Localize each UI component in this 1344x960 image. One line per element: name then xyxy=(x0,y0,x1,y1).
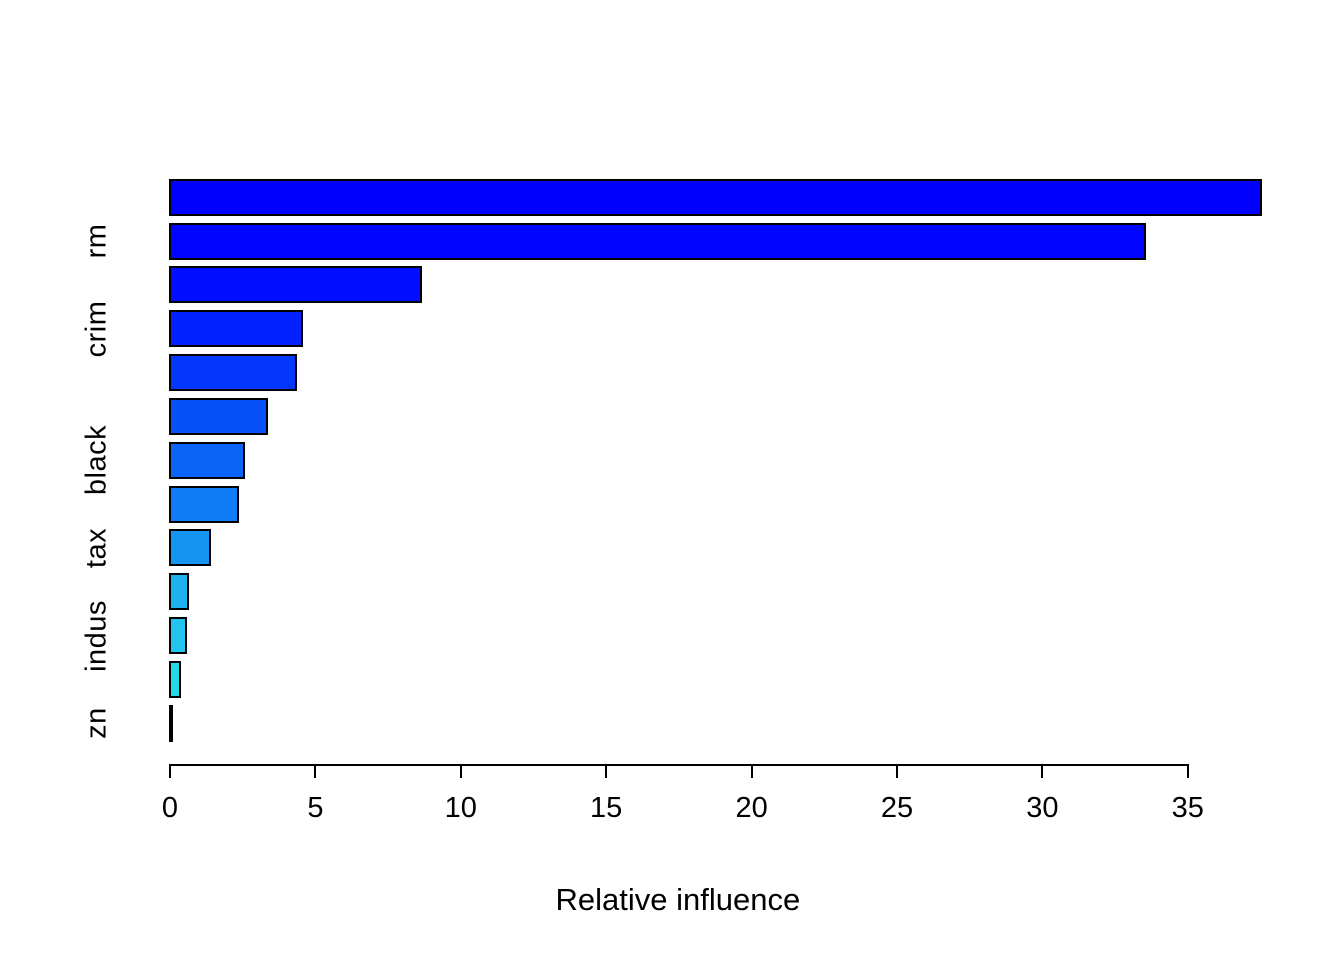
bar-black xyxy=(169,441,245,479)
x-tick-10 xyxy=(459,764,462,778)
bar-rm xyxy=(169,222,1147,260)
y-axis-label-crim: crim xyxy=(80,300,113,358)
x-axis-line xyxy=(169,764,1189,766)
x-tick-30 xyxy=(1041,764,1044,778)
x-tick-label-25: 25 xyxy=(880,792,914,824)
x-tick-label-5: 5 xyxy=(307,792,324,824)
y-axis-label-zn: zn xyxy=(80,707,113,740)
x-axis-title: Relative influence xyxy=(555,882,801,917)
y-axis-label-rm: rm xyxy=(80,223,113,259)
x-tick-label-20: 20 xyxy=(735,792,768,824)
bar-rank-3 xyxy=(169,266,422,304)
y-axis-label-indus: indus xyxy=(80,599,113,672)
x-tick-label-35: 35 xyxy=(1171,792,1204,824)
bar-tax xyxy=(169,529,212,567)
bar-rank-8 xyxy=(169,485,239,523)
x-tick-25 xyxy=(896,764,898,778)
x-tick-label-10: 10 xyxy=(444,792,477,824)
bar-indus xyxy=(169,617,188,655)
x-tick-label-15: 15 xyxy=(590,792,623,824)
y-axis-label-tax: tax xyxy=(80,527,113,568)
y-axis-label-black: black xyxy=(80,425,113,496)
x-tick-20 xyxy=(750,764,753,778)
bar-rank-1 xyxy=(169,178,1263,216)
x-tick-0 xyxy=(169,764,171,778)
x-tick-5 xyxy=(314,764,317,778)
bar-rank-6 xyxy=(169,397,268,435)
x-tick-label-30: 30 xyxy=(1026,792,1059,824)
x-tick-35 xyxy=(1186,764,1189,778)
bar-rank-10 xyxy=(169,573,190,611)
x-tick-label-0: 0 xyxy=(161,792,179,824)
bar-crim xyxy=(169,310,303,348)
bar-rank-12 xyxy=(169,660,182,698)
bar-rank-5 xyxy=(169,354,297,392)
bar-zn xyxy=(169,704,174,742)
x-tick-15 xyxy=(605,764,608,778)
